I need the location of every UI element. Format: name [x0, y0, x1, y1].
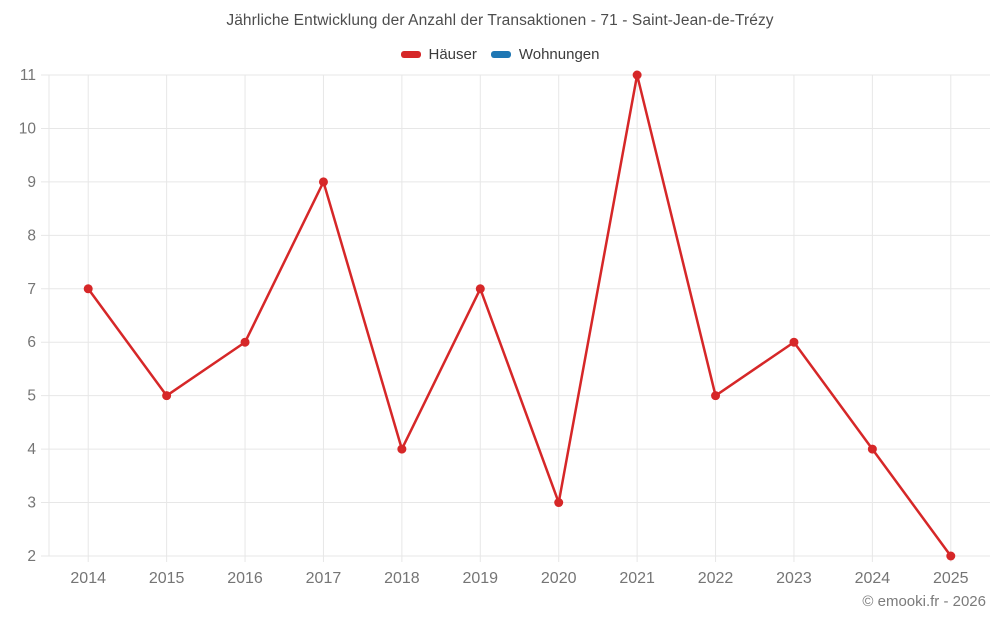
data-point-2025[interactable]	[946, 551, 956, 561]
data-point-2016[interactable]	[240, 337, 250, 347]
data-point-2019[interactable]	[475, 284, 485, 294]
data-point-2020[interactable]	[554, 498, 564, 508]
y-tick-label: 10	[19, 120, 37, 137]
x-tick-label: 2020	[541, 570, 577, 587]
y-tick-label: 4	[27, 441, 36, 458]
y-tick-label: 7	[27, 281, 36, 298]
x-tick-label: 2021	[619, 570, 655, 587]
x-tick-label: 2014	[70, 570, 106, 587]
x-tick-label: 2024	[855, 570, 891, 587]
x-tick-label: 2015	[149, 570, 185, 587]
y-tick-label: 3	[27, 495, 36, 512]
x-tick-label: 2022	[698, 570, 734, 587]
legend-label-wohnungen: Wohnungen	[518, 46, 600, 63]
x-tick-label: 2016	[227, 570, 263, 587]
chart-legend: Häuser Wohnungen	[0, 46, 1000, 63]
data-point-2014[interactable]	[83, 284, 93, 294]
data-point-2023[interactable]	[789, 337, 799, 347]
y-tick-label: 9	[27, 174, 36, 191]
y-tick-label: 11	[20, 67, 36, 84]
y-tick-label: 2	[27, 548, 36, 565]
x-tick-label: 2017	[306, 570, 342, 587]
x-tick-label: 2018	[384, 570, 420, 587]
data-point-2018[interactable]	[397, 444, 407, 454]
y-tick-label: 5	[27, 388, 36, 405]
legend-item-haeuser[interactable]: Häuser	[400, 46, 477, 63]
x-tick-label: 2019	[462, 570, 498, 587]
chart-title: Jährliche Entwicklung der Anzahl der Tra…	[226, 12, 774, 29]
data-point-2022[interactable]	[711, 391, 721, 401]
y-tick-label: 6	[27, 334, 36, 351]
x-tick-label: 2023	[776, 570, 812, 587]
legend-swatch-blue-icon	[490, 51, 511, 58]
data-point-2015[interactable]	[162, 391, 172, 401]
y-tick-label: 8	[27, 227, 36, 244]
legend-swatch-red-icon	[400, 51, 421, 58]
x-tick-label: 2025	[933, 570, 969, 587]
data-point-2021[interactable]	[632, 70, 642, 80]
data-point-2017[interactable]	[318, 177, 328, 187]
series-line-häuser	[86, 73, 953, 558]
data-point-2024[interactable]	[867, 444, 877, 454]
copyright-watermark: © emooki.fr - 2026	[862, 593, 986, 610]
legend-label-haeuser: Häuser	[428, 46, 477, 63]
legend-item-wohnungen[interactable]: Wohnungen	[490, 46, 600, 63]
